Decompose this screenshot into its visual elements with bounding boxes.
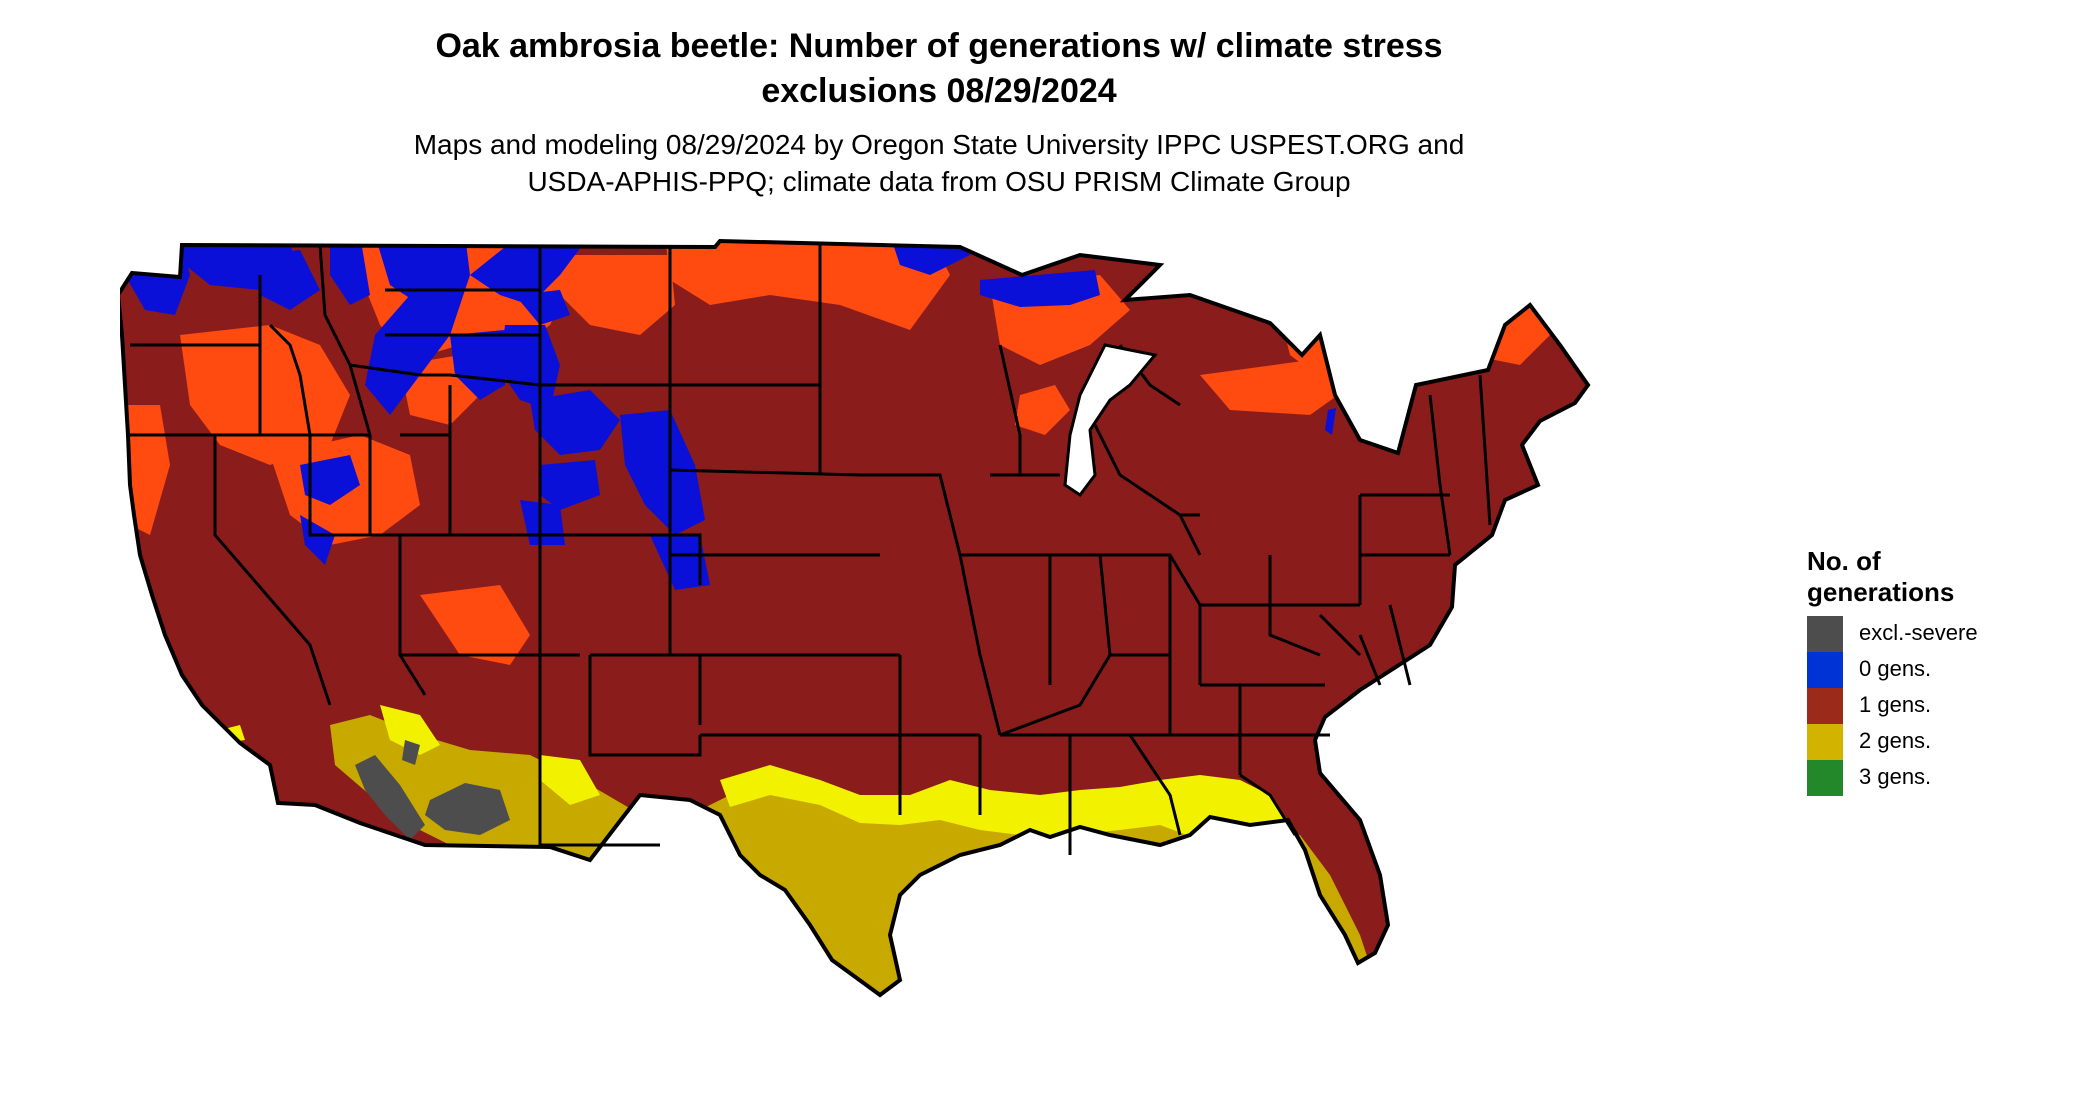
legend-swatch <box>1807 688 1843 724</box>
legend-label: 0 gens. <box>1859 656 1932 681</box>
us-generations-map <box>120 239 1590 1110</box>
lake-shapes <box>1063 343 1158 498</box>
legend-label: 3 gens. <box>1859 764 1932 789</box>
legend-swatch <box>1807 616 1843 652</box>
legend-label: 1 gens. <box>1859 692 1932 717</box>
legend-label: excl.-severe <box>1859 620 1978 645</box>
legend-swatch <box>1807 760 1843 796</box>
three-generation-zones <box>1345 1095 1365 1110</box>
legend-label: 2 gens. <box>1859 728 1932 753</box>
legend-title-line-2: generations <box>1807 577 1955 607</box>
legend-swatch <box>1807 724 1843 760</box>
legend-swatch <box>1807 652 1843 688</box>
state-borders <box>128 244 1492 855</box>
legend-title: No. of generations <box>1807 546 1954 608</box>
map-subtitle-line-2: USDA-APHIS-PPQ; climate data from OSU PR… <box>527 166 1351 197</box>
map-title-line-2: exclusions 08/29/2024 <box>761 72 1117 110</box>
map-title-line-1: Oak ambrosia beetle: Number of generatio… <box>435 27 1443 65</box>
legend-title-line-1: No. of <box>1807 546 1881 576</box>
excluded-severe-zones <box>355 740 510 840</box>
map-subtitle-line-1: Maps and modeling 08/29/2024 by Oregon S… <box>413 129 1465 160</box>
